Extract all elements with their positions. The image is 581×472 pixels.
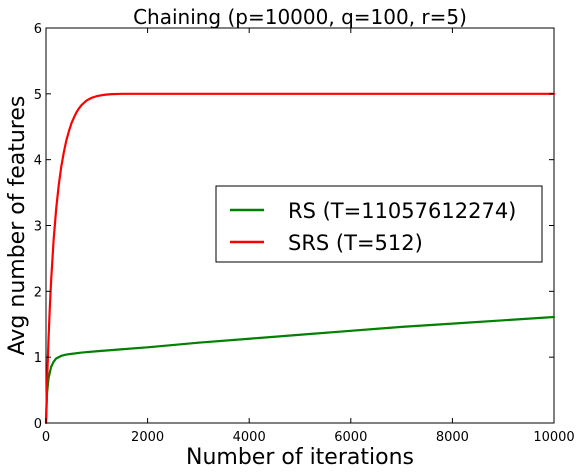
y-tick-label: 3 (34, 220, 42, 235)
y-tick-label: 0 (34, 417, 42, 432)
y-tick-label: 4 (34, 154, 42, 169)
x-tick-label: 10000 (533, 430, 574, 445)
y-axis-title: Avg number of features (5, 96, 30, 356)
y-tick-label: 5 (34, 88, 42, 103)
x-axis-tick-labels: 0 2000 4000 6000 8000 10000 (42, 430, 575, 445)
legend: RS (T=11057612274) SRS (T=512) (215, 185, 543, 263)
y-tick-label: 1 (34, 351, 42, 366)
legend-box (215, 185, 543, 263)
plot-area (44, 27, 556, 425)
x-tick-label: 0 (42, 430, 50, 445)
legend-label-0: RS (T=11057612274) (288, 199, 516, 223)
y-tick-label: 6 (34, 22, 42, 37)
y-tick-label: 2 (34, 285, 42, 300)
x-tick-label: 4000 (233, 430, 266, 445)
x-tick-label: 8000 (436, 430, 469, 445)
x-axis-title: Number of iterations (186, 445, 414, 470)
series-line-1 (44, 92, 556, 425)
x-tick-label: 2000 (131, 430, 164, 445)
x-tick-label: 6000 (334, 430, 367, 445)
y-axis-tick-labels: 0 1 2 3 4 5 6 (34, 22, 42, 432)
axis-ticks (45, 27, 555, 424)
chart-title: Chaining (p=10000, q=100, r=5) (133, 5, 467, 29)
series-lines (44, 92, 556, 425)
series-line-0 (44, 315, 556, 425)
legend-label-1: SRS (T=512) (288, 231, 423, 255)
